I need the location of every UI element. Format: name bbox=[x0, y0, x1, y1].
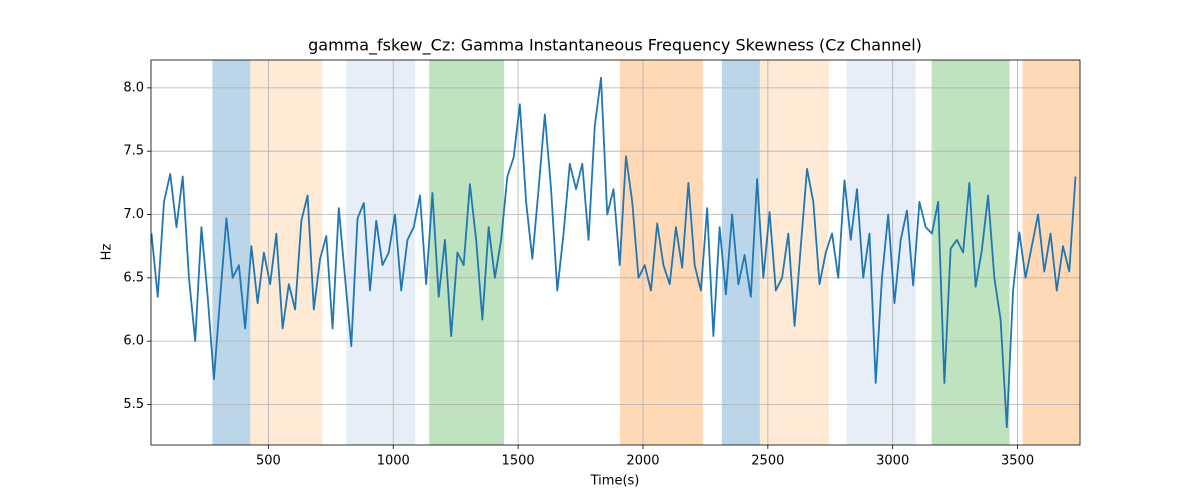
highlight-span bbox=[212, 60, 251, 445]
highlight-span bbox=[846, 60, 916, 445]
x-tick-label: 500 bbox=[256, 454, 281, 469]
x-tick-label: 2000 bbox=[626, 454, 659, 469]
y-tick-label: 7.0 bbox=[123, 207, 144, 222]
highlight-span bbox=[759, 60, 829, 445]
chart-title: gamma_fskew_Cz: Gamma Instantaneous Freq… bbox=[308, 36, 922, 56]
data-line bbox=[150, 76, 1077, 429]
x-tick-label: 3000 bbox=[876, 454, 909, 469]
x-axis-label: Time(s) bbox=[590, 474, 640, 489]
y-tick-label: 6.5 bbox=[123, 270, 144, 285]
highlight-span bbox=[429, 60, 505, 445]
x-tick-label: 3500 bbox=[1001, 454, 1034, 469]
highlight-span bbox=[931, 60, 1010, 445]
x-tick-label: 1000 bbox=[377, 454, 410, 469]
highlight-span bbox=[721, 60, 760, 445]
y-tick-label: 6.0 bbox=[123, 334, 144, 349]
x-tick-label: 2500 bbox=[751, 454, 784, 469]
x-tick-label: 1500 bbox=[502, 454, 535, 469]
y-tick-label: 8.0 bbox=[123, 80, 144, 95]
plot-frame bbox=[150, 59, 1081, 446]
y-tick-label: 7.5 bbox=[123, 144, 144, 159]
y-tick-label: 5.5 bbox=[123, 397, 144, 412]
y-axis-label: Hz bbox=[100, 244, 115, 261]
